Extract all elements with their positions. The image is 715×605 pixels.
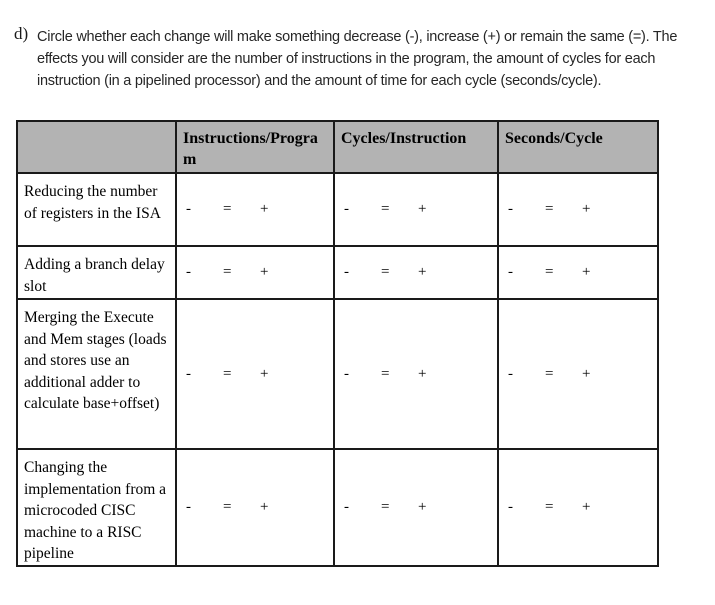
option-decrease[interactable]: -	[344, 365, 349, 382]
option-same[interactable]: =	[545, 201, 554, 217]
option-decrease[interactable]: -	[508, 264, 513, 280]
table-row: Reducing the number of registers in the …	[16, 172, 659, 247]
option-same[interactable]: =	[381, 264, 390, 280]
option-increase[interactable]: +	[582, 365, 591, 382]
option-same[interactable]: =	[381, 498, 390, 515]
option-decrease[interactable]: -	[344, 498, 349, 515]
row-label: Merging the Execute and Mem stages (load…	[16, 298, 177, 450]
option-cell-instructions: - = +	[175, 245, 335, 300]
option-decrease[interactable]: -	[508, 498, 513, 515]
option-increase[interactable]: +	[582, 498, 591, 515]
option-cell-instructions: - = +	[175, 298, 335, 450]
option-increase[interactable]: +	[260, 498, 269, 515]
option-increase[interactable]: +	[260, 365, 269, 382]
column-header-seconds-per-cycle: Seconds/Cycle	[497, 120, 659, 174]
option-decrease[interactable]: -	[186, 498, 191, 515]
option-cell-cycles: - = +	[333, 172, 499, 247]
option-decrease[interactable]: -	[508, 201, 513, 217]
option-decrease[interactable]: -	[186, 365, 191, 382]
table-row: Adding a branch delay slot - = + - = + - = +	[16, 245, 659, 300]
option-same[interactable]: =	[223, 201, 232, 217]
option-cell-seconds: - = +	[497, 172, 659, 247]
option-cell-seconds: - = +	[497, 298, 659, 450]
option-increase[interactable]: +	[418, 498, 427, 515]
option-same[interactable]: =	[381, 365, 390, 382]
option-same[interactable]: =	[381, 201, 390, 217]
table-row: Merging the Execute and Mem stages (load…	[16, 298, 659, 450]
option-decrease[interactable]: -	[344, 201, 349, 217]
column-header-cycles-per-instruction: Cycles/Instruction	[333, 120, 499, 174]
option-decrease[interactable]: -	[186, 201, 191, 217]
column-header-blank	[16, 120, 177, 174]
option-increase[interactable]: +	[418, 365, 427, 382]
option-cell-instructions: - = +	[175, 172, 335, 247]
option-same[interactable]: =	[545, 264, 554, 280]
option-decrease[interactable]: -	[186, 264, 191, 280]
option-decrease[interactable]: -	[508, 365, 513, 382]
option-increase[interactable]: +	[582, 201, 591, 217]
option-cell-instructions: - = +	[175, 448, 335, 567]
table-header-row: Instructions/Program Cycles/Instruction …	[16, 120, 659, 174]
option-cell-seconds: - = +	[497, 245, 659, 300]
option-cell-seconds: - = +	[497, 448, 659, 567]
option-cell-cycles: - = +	[333, 448, 499, 567]
option-increase[interactable]: +	[260, 201, 269, 217]
option-same[interactable]: =	[223, 365, 232, 382]
column-header-instructions-per-program: Instructions/Program	[175, 120, 335, 174]
option-increase[interactable]: +	[582, 264, 591, 280]
row-label: Reducing the number of registers in the …	[16, 172, 177, 247]
option-same[interactable]: =	[545, 365, 554, 382]
question-text: Circle whether each change will make som…	[37, 29, 678, 89]
option-same[interactable]: =	[223, 498, 232, 515]
question-item-marker: d)	[14, 24, 29, 43]
answer-table: Instructions/Program Cycles/Instruction …	[16, 120, 659, 567]
option-increase[interactable]: +	[260, 264, 269, 280]
option-cell-cycles: - = +	[333, 298, 499, 450]
option-cell-cycles: - = +	[333, 245, 499, 300]
option-increase[interactable]: +	[418, 264, 427, 280]
option-increase[interactable]: +	[418, 201, 427, 217]
row-label: Adding a branch delay slot	[16, 245, 177, 300]
option-decrease[interactable]: -	[344, 264, 349, 280]
option-same[interactable]: =	[545, 498, 554, 515]
row-label: Changing the implementation from a micro…	[16, 448, 177, 567]
option-same[interactable]: =	[223, 264, 232, 280]
table-row: Changing the implementation from a micro…	[16, 448, 659, 567]
